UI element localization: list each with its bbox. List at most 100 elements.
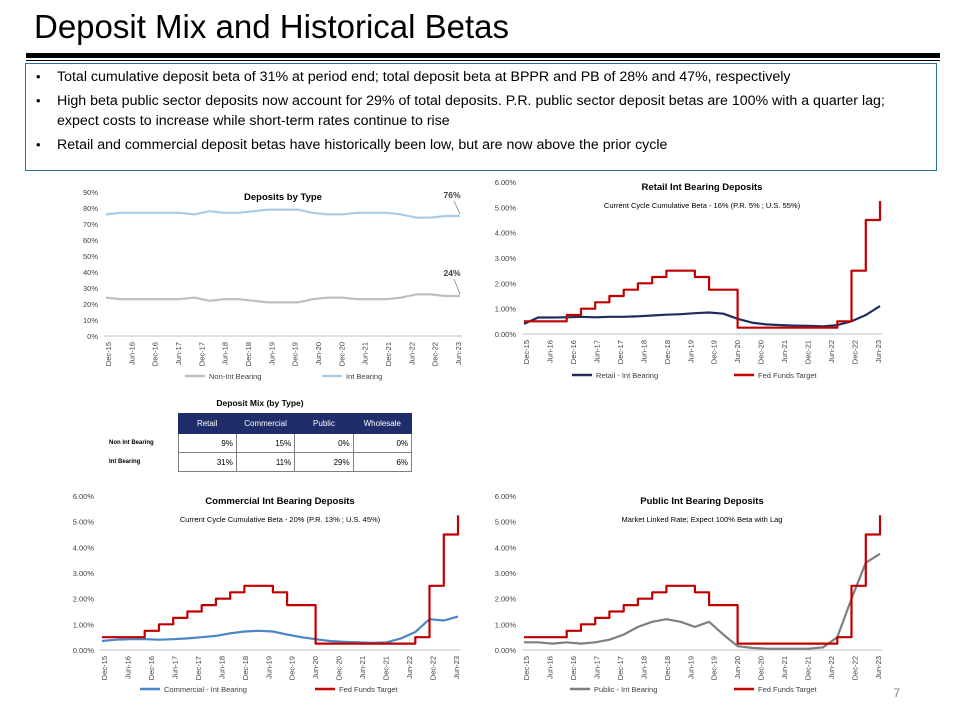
column-header: Public (294, 413, 354, 434)
x-tick-label: Jun-18 (639, 340, 648, 363)
y-tick-label: 90% (83, 188, 98, 197)
x-tick-label: Jun-21 (361, 342, 370, 365)
x-tick-label: Jun-19 (686, 656, 695, 679)
column-header: Commercial (235, 413, 296, 434)
x-tick-label: Jun-17 (592, 656, 601, 679)
legend-label: Retail - Int Bearing (596, 371, 658, 380)
bullet-dot-icon: • (36, 69, 41, 84)
y-tick-label: 0.00% (495, 646, 517, 655)
y-tick-label: 50% (83, 252, 98, 261)
y-tick-label: 5.00% (73, 518, 95, 527)
table-header-row: Retail Commercial Public Wholesale (108, 413, 413, 434)
x-tick-label: Dec-21 (382, 656, 391, 680)
x-tick-label: Dec-19 (710, 340, 719, 364)
x-tick-label: Jun-20 (314, 342, 323, 365)
column-header: Retail (177, 413, 237, 434)
series-line-commercial-int-bearing (101, 615, 459, 644)
x-tick-label: Dec-17 (616, 340, 625, 364)
y-tick-label: 4.00% (495, 543, 517, 552)
x-tick-label: Dec-19 (288, 656, 297, 680)
retail-chart: 0.00% 1.00% 2.00% 3.00% 4.00% 5.00% 6.00% Dec-1… (495, 178, 883, 380)
table-cell: 6% (352, 452, 413, 472)
x-tick-label: Dec-22 (851, 656, 860, 680)
series-line-retail-int-bearing (523, 305, 881, 328)
y-tick-label: 70% (83, 220, 98, 229)
title-rule-thin (26, 60, 940, 61)
y-tick-label: 0.00% (73, 646, 95, 655)
summary-bullet: • Total cumulative deposit beta of 31% at… (36, 69, 791, 85)
x-tick-label: Jun-18 (217, 656, 226, 679)
x-tick-label: Jun-19 (267, 342, 276, 365)
x-tick-label: Jun-23 (874, 340, 883, 363)
x-tick-label: Dec-16 (147, 656, 156, 680)
x-tick-label: Jun-23 (874, 656, 883, 679)
x-tick-label: Dec-16 (151, 342, 160, 366)
x-tick-label: Jun-20 (733, 656, 742, 679)
y-tick-label: 3.00% (73, 569, 95, 578)
chart-title: Public Int Bearing Deposits (640, 496, 764, 507)
x-tick-label: Dec-17 (194, 656, 203, 680)
y-tick-label: 80% (83, 204, 98, 213)
summary-bullet: • High beta public sector deposits now ac… (36, 93, 885, 129)
y-tick-label: 60% (83, 236, 98, 245)
y-tick-label: 30% (83, 284, 98, 293)
y-tick-label: 3.00% (495, 254, 517, 263)
x-tick-label: Jun-16 (127, 342, 136, 365)
x-tick-label: Jun-16 (545, 656, 554, 679)
x-tick-label: Dec-20 (757, 340, 766, 364)
x-tick-label: Dec-15 (522, 656, 531, 680)
chart-subtitle: Current Cycle Cumulative Beta - 20% (P.R… (180, 515, 381, 524)
x-tick-label: Jun-18 (221, 342, 230, 365)
x-tick-label: Jun-22 (827, 656, 836, 679)
x-tick-label: Dec-18 (244, 342, 253, 366)
commercial-chart: 0.00% 1.00% 2.00% 3.00% 4.00% 5.00% 6.00% Dec-1… (73, 492, 461, 694)
chart-title: Deposits by Type (244, 192, 322, 203)
chart-subtitle: Market Linked Rate; Expect 100% Beta wit… (622, 515, 783, 524)
public-chart: 0.00% 1.00% 2.00% 3.00% 4.00% 5.00% 6.00% Dec-1… (495, 492, 883, 694)
table-row: Non Int Bearing 9% 15% 0% 0% (108, 433, 413, 453)
y-tick-label: 2.00% (495, 279, 517, 288)
bullet-dot-icon: • (36, 137, 41, 152)
title-rule (26, 53, 940, 58)
table-cell: 0% (294, 433, 354, 453)
table-corner (108, 413, 178, 434)
x-tick-label: Dec-22 (851, 340, 860, 364)
x-tick-label: Dec-15 (100, 656, 109, 680)
row-label: Int Bearing (109, 459, 141, 465)
x-tick-label: Jun-19 (264, 656, 273, 679)
x-tick-label: Dec-21 (804, 340, 813, 364)
y-tick-label: 5.00% (495, 518, 517, 527)
x-tick-label: Jun-20 (733, 340, 742, 363)
table-cell: 15% (235, 433, 296, 453)
x-tick-label: Dec-18 (663, 340, 672, 364)
x-tick-label: Dec-21 (384, 342, 393, 366)
data-label-leader (453, 200, 461, 215)
y-tick-label: 4.00% (73, 543, 95, 552)
chart-subtitle: Current Cycle Cumulative Beta - 16% (P.R… (604, 201, 801, 210)
y-tick-label: 40% (83, 268, 98, 277)
y-tick-label: 3.00% (495, 569, 517, 578)
table-cell: 29% (294, 452, 354, 472)
y-tick-label: 0% (87, 332, 98, 341)
deposit-mix-grid: Retail Commercial Public Wholesale Non I… (108, 413, 413, 472)
x-tick-label: Dec-20 (337, 342, 346, 366)
x-tick-label: Jun-23 (452, 656, 461, 679)
x-tick-label: Dec-16 (569, 340, 578, 364)
deposit-mix-table: Deposit Mix (by Type) Retail Commercial … (108, 398, 413, 472)
y-tick-label: 0.00% (495, 330, 517, 339)
data-label: 76% (443, 190, 460, 200)
summary-bullet: • Retail and commercial deposit betas hav… (36, 137, 668, 153)
y-tick-label: 2.00% (73, 595, 95, 604)
x-tick-label: Jun-22 (407, 342, 416, 365)
chart-title: Commercial Int Bearing Deposits (205, 496, 354, 507)
legend-label: Fed Funds Target (758, 371, 818, 380)
x-tick-label: Dec-22 (429, 656, 438, 680)
x-tick-label: Jun-19 (686, 340, 695, 363)
chart-title: Retail Int Bearing Deposits (642, 182, 763, 193)
x-tick-label: Dec-18 (663, 656, 672, 680)
x-tick-label: Dec-19 (710, 656, 719, 680)
x-tick-label: Jun-17 (170, 656, 179, 679)
y-tick-label: 4.00% (495, 229, 517, 238)
legend-label: Commercial - Int Bearing (164, 685, 247, 694)
table-cell: 9% (177, 433, 237, 453)
